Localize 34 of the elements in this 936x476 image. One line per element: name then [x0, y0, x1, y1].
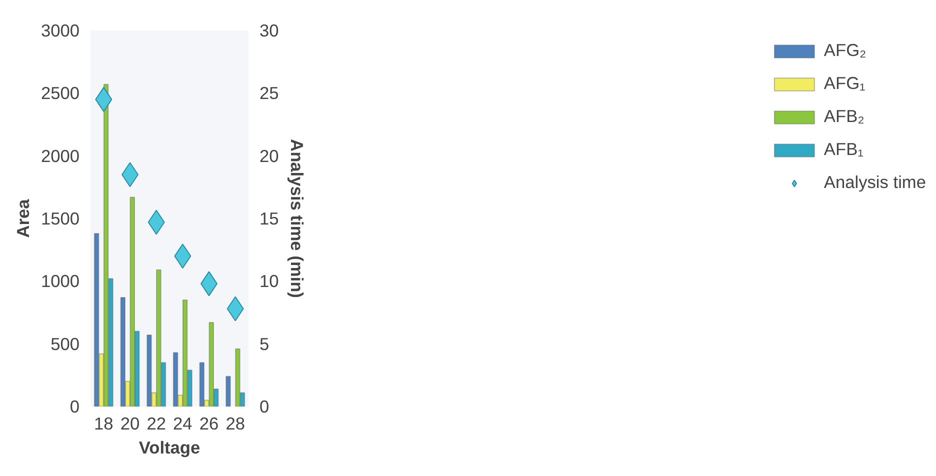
- legend-label: AFG₁: [824, 73, 866, 94]
- bar: [120, 296, 126, 406]
- y2-axis-title: Analysis time (min): [286, 139, 307, 298]
- x-tick-label: 28: [226, 414, 245, 434]
- y-tick-label: 0: [70, 396, 80, 416]
- y-tick-label: 500: [50, 334, 80, 354]
- bar: [226, 376, 231, 406]
- legend-label: AFB₂: [824, 106, 864, 127]
- y2-tick-label: 10: [260, 271, 279, 292]
- x-tick-label: 20: [120, 414, 140, 434]
- y-tick-label: 2500: [40, 83, 80, 104]
- y-tick-label: 1500: [40, 208, 80, 228]
- legend-label: AFG₂: [824, 40, 866, 61]
- y-tick-label: 1000: [40, 271, 80, 292]
- x-tick-label: 22: [146, 414, 166, 434]
- y2-tick-label: 30: [260, 20, 279, 40]
- bar: [94, 233, 100, 406]
- y-tick-label: 3000: [40, 20, 80, 40]
- y2-tick-label: 15: [260, 208, 279, 228]
- y2-tick-label: 5: [260, 334, 270, 354]
- legend-label: AFB₁: [824, 139, 864, 160]
- x-tick-label: 26: [199, 414, 219, 434]
- legend-label: Analysis time: [824, 172, 926, 193]
- y2-tick-label: 25: [260, 83, 279, 104]
- y2-tick-label: 0: [260, 396, 270, 416]
- x-tick-label: 18: [94, 414, 114, 434]
- bar: [146, 334, 152, 406]
- x-tick-label: 24: [173, 414, 193, 434]
- y-tick-label: 2000: [40, 146, 80, 166]
- bar: [199, 362, 205, 406]
- y2-tick-label: 20: [260, 146, 279, 166]
- x-axis-title: Voltage: [138, 438, 201, 458]
- y-axis-title: Area: [12, 198, 33, 238]
- bar: [172, 352, 178, 406]
